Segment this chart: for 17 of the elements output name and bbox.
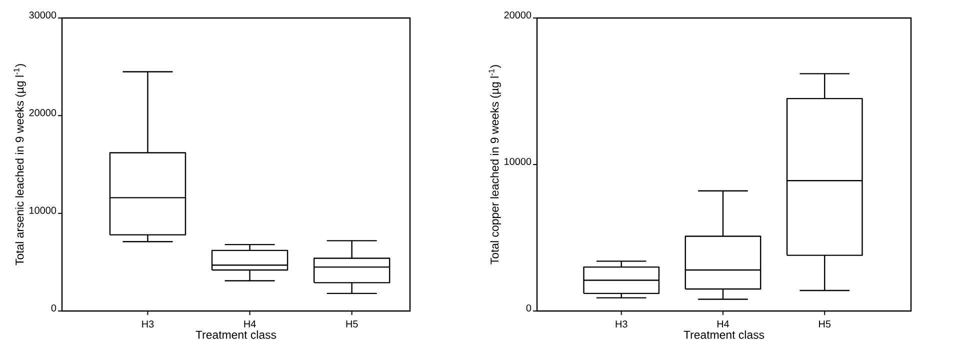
y-tick-label: 10000: [504, 158, 532, 166]
x-tick-label: H5: [819, 320, 831, 328]
y-tick-label: 0: [51, 304, 56, 312]
x-tick-label: H3: [616, 320, 628, 328]
x-tick-label: H4: [717, 320, 730, 328]
y-tick-label: 0: [526, 304, 532, 312]
y-tick-label: 20000: [504, 11, 532, 19]
x-axis-title: Treatment class: [196, 330, 276, 339]
y-tick-label: 20000: [29, 109, 56, 116]
y-axis-title: Total copper leached in 9 weeks (µg l$^{-1}$): [488, 65, 501, 264]
y-tick-label: 10000: [30, 206, 56, 214]
x-tick-label: H3: [142, 320, 154, 328]
x-axis-title: Treatment class: [684, 330, 764, 339]
y-axis-title: Total arsenic leached in 9 weeks (µg l$^{-1}$): [14, 64, 26, 266]
y-tick-label: 30000: [29, 11, 56, 19]
x-tick-label: H4: [244, 320, 256, 328]
x-tick-label: H5: [346, 320, 358, 328]
